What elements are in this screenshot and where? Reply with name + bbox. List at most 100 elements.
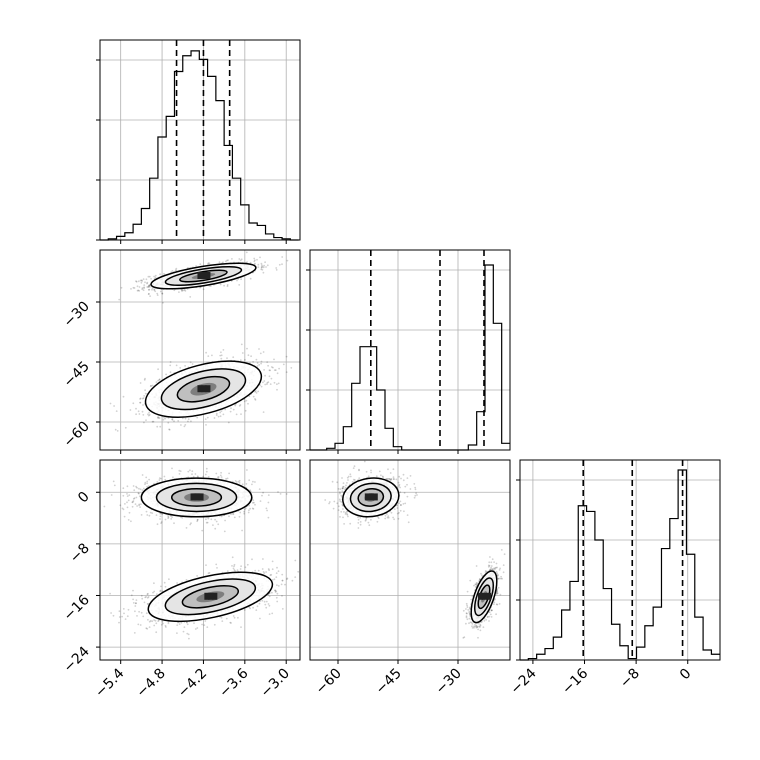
scatter-point xyxy=(113,405,115,407)
scatter-point xyxy=(148,275,151,278)
scatter-point xyxy=(154,290,157,293)
scatter-point xyxy=(165,626,167,628)
scatter-point xyxy=(143,284,146,286)
scatter-point xyxy=(235,413,238,416)
scatter-point xyxy=(214,518,217,521)
scatter-point xyxy=(275,267,278,269)
scatter-point xyxy=(112,480,115,483)
scatter-point xyxy=(213,417,216,419)
scatter-point xyxy=(272,366,274,369)
scatter-point xyxy=(186,623,189,626)
scatter-point xyxy=(254,399,257,401)
scatter-point xyxy=(257,266,260,269)
scatter-point xyxy=(180,516,182,519)
scatter-point xyxy=(226,357,228,359)
scatter-point xyxy=(173,289,176,292)
scatter-point xyxy=(237,616,239,619)
scatter-point xyxy=(273,381,276,384)
scatter-point xyxy=(151,384,154,387)
scatter-point xyxy=(139,401,142,404)
scatter-point xyxy=(131,505,134,508)
scatter-point xyxy=(160,522,163,524)
scatter-point xyxy=(227,421,230,424)
scatter-point xyxy=(250,355,253,358)
scatter-point xyxy=(160,623,163,626)
scatter-point xyxy=(153,275,156,278)
scatter-point xyxy=(147,275,150,278)
scatter-point xyxy=(246,469,248,471)
scatter-point xyxy=(228,515,230,518)
scatter-point xyxy=(147,293,150,295)
scatter-point xyxy=(173,420,175,423)
density-core-cell xyxy=(197,385,203,393)
scatter-point xyxy=(113,484,116,487)
scatter-point xyxy=(171,467,173,470)
scatter-point xyxy=(149,511,152,514)
scatter-point xyxy=(219,283,222,286)
scatter-point xyxy=(307,338,309,340)
scatter-point xyxy=(220,357,223,360)
scatter-point xyxy=(157,416,160,418)
scatter-point xyxy=(175,267,178,270)
scatter-point xyxy=(145,612,148,615)
scatter-point xyxy=(156,292,159,295)
scatter-point xyxy=(191,473,193,476)
scatter-point xyxy=(132,500,135,502)
scatter-point xyxy=(243,512,246,515)
scatter-point xyxy=(195,265,198,267)
scatter-point xyxy=(184,424,187,426)
scatter-point xyxy=(210,518,213,521)
scatter-point xyxy=(239,259,242,262)
scatter-point xyxy=(282,363,285,366)
scatter-point xyxy=(220,410,223,412)
scatter-point xyxy=(187,418,190,420)
scatter-point xyxy=(268,595,271,598)
scatter-point xyxy=(151,420,154,423)
scatter-point xyxy=(139,401,142,404)
scatter-point xyxy=(226,477,229,480)
scatter-point xyxy=(213,623,216,626)
scatter-point xyxy=(146,514,149,516)
scatter-point xyxy=(259,256,261,259)
scatter-point xyxy=(189,296,192,298)
scatter-point xyxy=(158,378,161,381)
scatter-point xyxy=(126,501,128,504)
scatter-point xyxy=(169,361,172,363)
scatter-point xyxy=(267,494,270,496)
scatter-point xyxy=(260,360,263,363)
scatter-point xyxy=(138,286,141,288)
scatter-point xyxy=(221,620,224,622)
scatter-point xyxy=(207,517,210,520)
scatter-point xyxy=(159,515,162,518)
scatter-point xyxy=(171,516,174,518)
scatter-point xyxy=(169,371,172,374)
scatter-point xyxy=(154,276,157,279)
scatter-point xyxy=(258,348,260,350)
scatter-point xyxy=(271,612,274,615)
scatter-point xyxy=(267,381,270,384)
scatter-point xyxy=(228,472,231,475)
scatter-point xyxy=(235,481,238,483)
scatter-point xyxy=(256,258,258,261)
scatter-point xyxy=(281,608,284,610)
scatter-point xyxy=(253,257,256,260)
scatter-point xyxy=(135,407,137,410)
scatter-point xyxy=(260,267,263,269)
scatter-point xyxy=(261,265,264,268)
scatter-point xyxy=(281,263,283,266)
scatter-point xyxy=(205,518,207,521)
scatter-point xyxy=(269,369,271,372)
scatter-point xyxy=(241,352,244,354)
scatter-point xyxy=(161,292,164,295)
scatter-point xyxy=(164,518,167,521)
scatter-point xyxy=(179,470,182,473)
scatter-point xyxy=(265,266,267,268)
scatter-point xyxy=(175,269,178,272)
hist-step-p0 xyxy=(100,50,299,241)
scatter-point xyxy=(222,261,224,264)
scatter-point xyxy=(161,620,164,623)
scatter-point xyxy=(203,624,206,626)
scatter-point xyxy=(167,517,170,520)
scatter-point xyxy=(254,503,256,506)
scatter-point xyxy=(275,269,278,271)
